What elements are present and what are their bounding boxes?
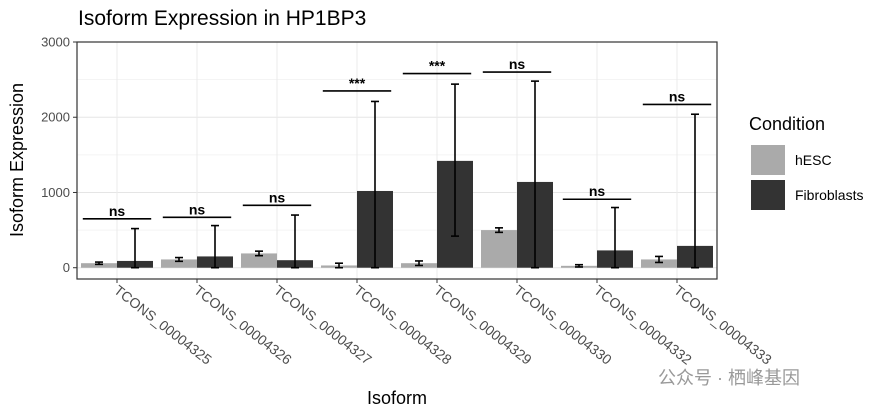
x-axis: TCONS_00004325TCONS_00004326TCONS_000043… <box>111 279 775 368</box>
legend: Condition hESC Fibroblasts <box>749 114 863 210</box>
significance-label: ns <box>669 88 686 104</box>
bar-hesc <box>241 253 277 268</box>
significance-label: ns <box>589 183 606 199</box>
x-axis-title: Isoform <box>367 388 427 408</box>
y-tick-label: 1000 <box>41 185 70 200</box>
significance-annotations: ns ns ns *** *** ns ns ns <box>82 56 712 220</box>
significance-label: *** <box>429 58 446 74</box>
plot-border <box>76 41 718 280</box>
significance-label: ns <box>109 203 126 219</box>
bar-hesc <box>481 230 517 268</box>
legend-title: Condition <box>749 114 825 134</box>
y-tick-label: 3000 <box>41 35 70 50</box>
bar-hesc <box>161 259 197 268</box>
legend-label-hesc: hESC <box>795 152 832 168</box>
legend-swatch-hesc <box>751 145 785 175</box>
y-axis: 0 1000 2000 3000 <box>41 35 77 275</box>
bar-hesc <box>81 263 117 268</box>
significance-label: ns <box>189 201 206 217</box>
plot-panel: ns ns ns *** *** ns ns ns <box>76 41 718 280</box>
legend-swatch-fibroblasts <box>751 180 785 210</box>
y-tick-label: 0 <box>63 260 70 275</box>
chart-title: Isoform Expression in HP1BP3 <box>78 7 366 30</box>
error-bars <box>95 80 699 269</box>
y-axis-title: Isoform Expression <box>7 83 27 237</box>
significance-label: ns <box>269 189 286 205</box>
plot-background <box>77 42 717 279</box>
bar-hesc <box>641 259 677 268</box>
significance-label: *** <box>349 75 366 91</box>
y-tick-label: 2000 <box>41 110 70 125</box>
significance-label: ns <box>509 56 526 72</box>
watermark-text: 公众号 · 栖峰基因 <box>658 368 800 388</box>
gridlines <box>77 41 717 279</box>
legend-label-fibroblasts: Fibroblasts <box>795 187 863 203</box>
